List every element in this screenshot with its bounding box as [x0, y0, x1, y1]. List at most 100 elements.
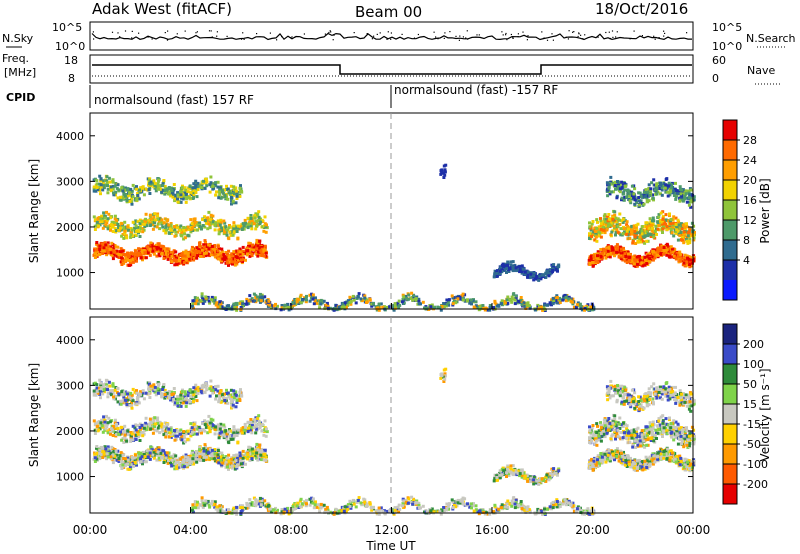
power-echo-point — [625, 195, 629, 199]
power-echo-point — [545, 269, 549, 273]
noise-search-point — [437, 38, 439, 40]
power-echo-point — [255, 240, 259, 244]
power-echo-point — [220, 259, 224, 263]
noise-right-tick-bottom: 10^0 — [712, 40, 742, 53]
power-echo-point — [251, 216, 255, 220]
power-echo-point — [193, 256, 197, 260]
power-echo-point — [133, 222, 137, 226]
power-echo-point — [120, 186, 124, 190]
power-echo-point — [588, 232, 591, 236]
power-echo-point — [216, 185, 220, 189]
power-echo-point — [648, 194, 652, 197]
power-echo-point — [123, 231, 127, 235]
power-echo-point — [295, 300, 299, 304]
power-echo-point — [120, 222, 124, 226]
power-echo-point — [630, 232, 634, 236]
noise-search-point — [379, 32, 381, 34]
power-echo-point — [664, 245, 668, 248]
power-echo-point — [643, 263, 647, 267]
power-echo-point — [199, 249, 202, 253]
power-echo-point — [113, 227, 117, 231]
power-echo-point — [186, 233, 190, 237]
power-echo-point — [514, 266, 518, 270]
power-echo-point — [660, 252, 663, 256]
power-echo-point — [227, 263, 230, 267]
power-echo-point — [342, 305, 346, 309]
power-echo-point — [131, 258, 135, 261]
power-echo-point — [351, 294, 355, 298]
power-echo-point — [131, 195, 135, 199]
noise-search-point — [654, 38, 656, 40]
power-echo-point — [649, 187, 653, 191]
power-echo-point — [249, 216, 253, 220]
noise-search-point — [505, 34, 507, 36]
power-echo-point — [218, 186, 222, 190]
power-echo-point — [223, 188, 226, 192]
power-echo-point — [599, 222, 603, 226]
noise-search-point — [455, 35, 457, 37]
power-echo-point — [664, 183, 668, 187]
power-echo-point — [429, 305, 433, 309]
power-echo-point — [505, 298, 509, 302]
power-echo-point — [229, 253, 233, 257]
power-echo-point — [118, 250, 122, 254]
power-echo-point — [194, 183, 198, 187]
power-echo-point — [200, 184, 204, 188]
noise-search-point — [517, 33, 519, 35]
power-echo-point — [213, 248, 217, 252]
power-echo-point — [205, 250, 209, 253]
power-echo-point — [232, 192, 236, 196]
noise-sky-trace — [91, 32, 692, 41]
power-echo-point — [258, 292, 262, 296]
power-echo-point — [692, 254, 696, 258]
power-echo-point — [213, 223, 217, 227]
power-echo-point — [359, 297, 363, 301]
power-echo-point — [103, 220, 107, 223]
power-echo-point — [223, 230, 227, 234]
power-echo-point — [600, 251, 604, 255]
power-echo-point — [599, 255, 603, 259]
power-echo-point — [472, 305, 476, 309]
power-echo-point — [247, 222, 250, 226]
power-echo-point — [231, 201, 235, 205]
power-echo-point — [95, 220, 99, 224]
power-echo-point — [157, 242, 161, 246]
power-echo-point — [685, 261, 689, 265]
power-echo-point — [164, 225, 168, 229]
power-echo-point — [228, 253, 232, 257]
power-echo-point — [176, 230, 180, 234]
power-echo-point — [204, 221, 208, 225]
noise-search-point — [92, 31, 94, 33]
power-echo-point — [645, 262, 649, 265]
power-echo-point — [120, 234, 124, 238]
power-echo-point — [445, 298, 449, 302]
power-echo-point — [188, 252, 192, 256]
power-echo-point — [537, 278, 541, 282]
noise-search-point — [413, 37, 416, 39]
power-echo-point — [615, 196, 619, 200]
power-echo-point — [637, 263, 641, 266]
noise-search-point — [546, 39, 549, 41]
power-echo-point — [665, 253, 669, 257]
power-echo-point — [97, 224, 101, 228]
power-echo-point — [239, 184, 242, 188]
power-echo-point — [264, 254, 268, 258]
power-echo-point — [564, 295, 568, 299]
noise-search-point — [459, 35, 461, 37]
power-echo-point — [157, 244, 161, 248]
power-echo-point — [198, 225, 202, 228]
power-echo-point — [109, 189, 113, 193]
power-echo-point — [151, 227, 155, 231]
power-echo-point — [236, 258, 240, 262]
date-title: 18/Oct/2016 — [595, 0, 688, 18]
power-echo-point — [180, 252, 184, 256]
noise-search-point — [580, 34, 582, 36]
power-echo-point — [239, 254, 243, 258]
power-echo-point — [683, 196, 687, 200]
power-echo-point — [104, 223, 108, 227]
power-echo-point — [162, 229, 166, 233]
power-echo-point — [117, 225, 121, 229]
power-echo-point — [659, 183, 663, 187]
power-echo-point — [114, 245, 118, 249]
y-tick-label: 2000 — [56, 221, 84, 234]
